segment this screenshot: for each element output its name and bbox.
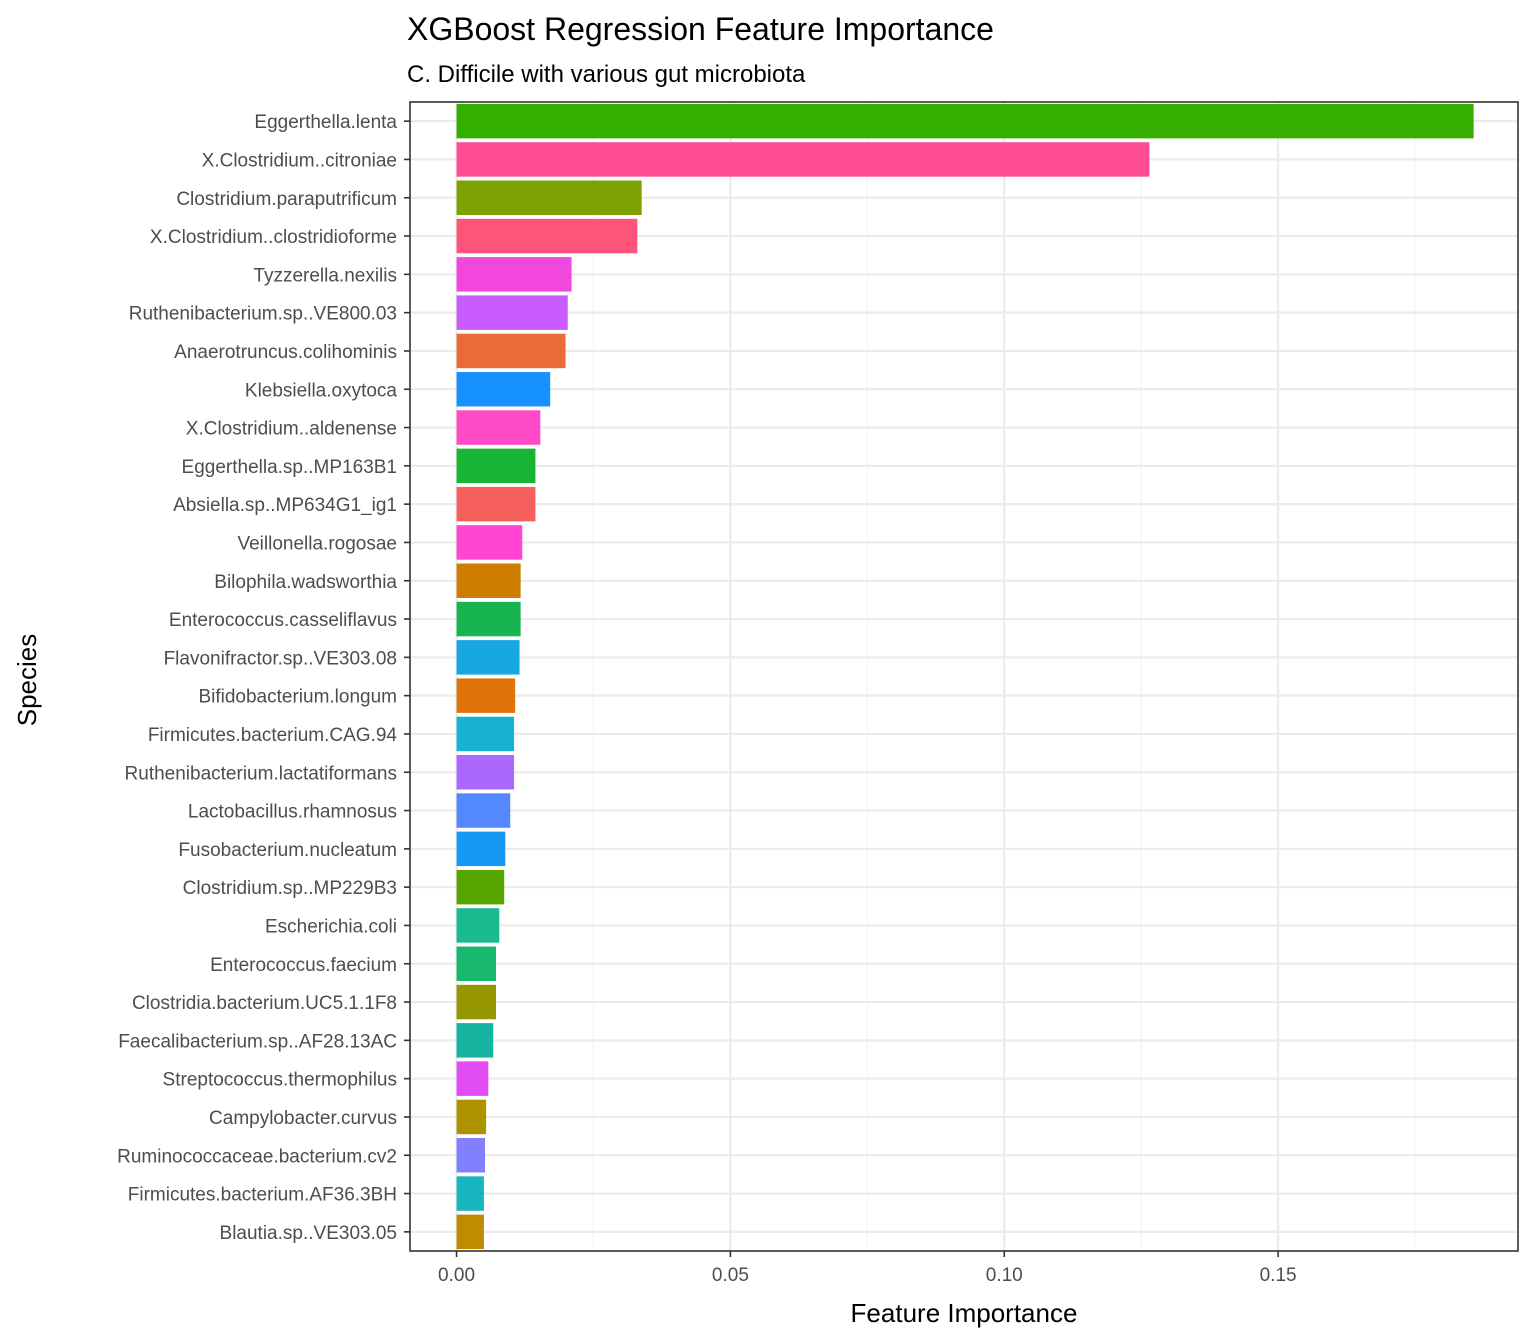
y-axis-title: Species [12,634,42,727]
bar [456,908,500,943]
y-tick-label: Firmicutes.bacterium.AF36.3BH [128,1185,397,1206]
bar [456,946,496,981]
y-tick-label: Firmicutes.bacterium.CAG.94 [148,725,398,746]
y-tick-label: Bilophila.wadsworthia [214,572,397,593]
bar [456,180,642,215]
x-axis: 0.00 0.05 0.10 0.15 [438,1251,1297,1286]
bar [456,869,505,905]
y-tick-label: Clostridia.bacterium.UC5.1.1F8 [132,993,397,1014]
plot-panel [409,101,1519,1252]
y-tick-label: Ruthenibacterium.sp..VE800.03 [129,304,397,325]
bar [456,1138,486,1173]
y-tick-label: X.Clostridium..citroniae [202,150,397,171]
y-tick-label: Lactobacillus.rhamnosus [188,802,397,823]
y-tick-label: Tyzzerella.nexilis [253,265,397,286]
x-tick-label: 0.05 [712,1265,749,1286]
bar [456,1214,484,1250]
bar [456,563,521,598]
y-tick-label: Faecalibacterium.sp..AF28.13AC [118,1031,397,1052]
bar [456,525,523,560]
y-tick-label: Escherichia.coli [265,916,397,937]
bar [456,295,568,330]
y-tick-label: Ruminococcaceae.bacterium.cv2 [117,1146,397,1167]
y-tick-label: Anaerotruncus.colihominis [174,342,397,363]
bar [456,1023,494,1058]
y-tick-label: Eggerthella.sp..MP163B1 [182,457,397,478]
bar [456,333,566,369]
bar [456,372,551,407]
bar [456,448,536,484]
y-tick-label: Campylobacter.curvus [209,1108,397,1129]
panel-background [410,102,1518,1251]
bar [456,1061,489,1096]
bars [456,103,1474,1250]
y-tick-label: X.Clostridium..aldenense [186,419,397,440]
y-tick-label: Flavonifractor.sp..VE303.08 [164,648,397,669]
y-tick-label: Eggerthella.lenta [254,112,397,133]
y-tick-label: Enterococcus.casseliflavus [169,610,397,631]
x-axis-title: Feature Importance [851,1298,1078,1328]
y-tick-label: Absiella.sp..MP634G1_ig1 [173,495,397,516]
y-tick-label: Veillonella.rogosae [237,533,397,554]
y-tick-label: Bifidobacterium.longum [198,687,397,708]
bar [456,103,1474,139]
y-tick-label: Clostridium.sp..MP229B3 [183,878,397,899]
bar [456,793,511,828]
bar [456,678,516,713]
bar [456,984,496,1020]
bar [456,142,1150,177]
panel-border [409,101,1519,1252]
bar [456,257,572,292]
bar [456,716,515,752]
bar [456,1099,487,1135]
bar [456,1176,484,1211]
bar [456,410,541,445]
bar [456,601,521,637]
y-tick-label: Streptococcus.thermophilus [163,1070,397,1091]
y-tick-label: Fusobacterium.nucleatum [178,840,397,861]
y-tick-label: X.Clostridium..clostridioforme [150,227,397,248]
x-tick-label: 0.15 [1260,1265,1297,1286]
y-tick-label: Klebsiella.oxytoca [245,380,398,401]
y-tick-label: Blautia.sp..VE303.05 [220,1223,397,1244]
chart-subtitle: C. Difficile with various gut microbiota [407,61,806,88]
x-tick-label: 0.10 [986,1265,1023,1286]
bar [456,218,638,254]
y-tick-label: Clostridium.paraputrificum [176,189,397,210]
y-tick-label: Ruthenibacterium.lactatiformans [125,763,397,784]
chart-title: XGBoost Regression Feature Importance [407,11,994,47]
bar [456,640,520,675]
bar [456,755,515,790]
minor-gridlines [592,102,1416,1251]
bar [456,831,506,867]
bar [456,486,536,522]
y-tick-label: Enterococcus.faecium [210,955,397,976]
y-axis: Eggerthella.lenta X.Clostridium..citronia… [117,112,410,1244]
x-tick-label: 0.00 [438,1265,475,1286]
